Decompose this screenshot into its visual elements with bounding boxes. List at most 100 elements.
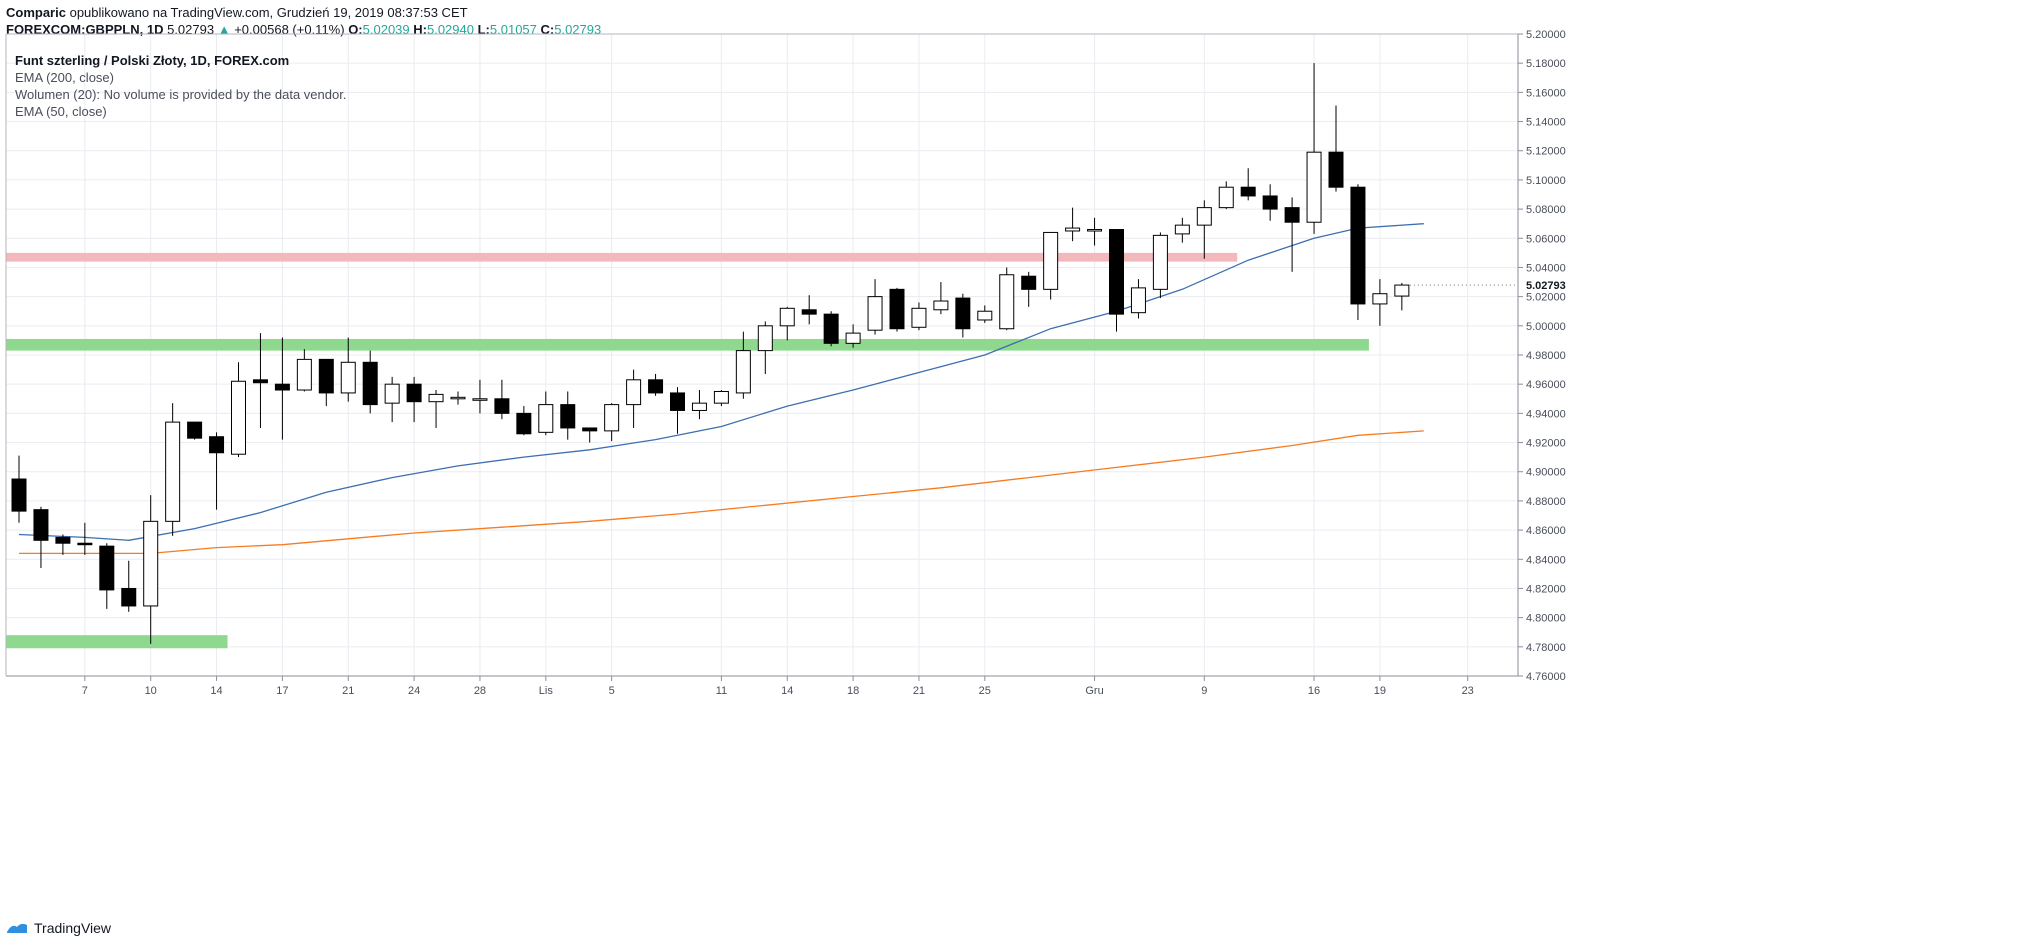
candle [340, 337, 356, 402]
y-tick-label: 5.20000 [1526, 29, 1566, 41]
candle-body [648, 379, 664, 394]
footer-brand[interactable]: TradingView [34, 920, 112, 936]
candle-body [801, 309, 817, 315]
candle-body [1065, 227, 1081, 232]
low-label: L: [477, 22, 490, 37]
y-tick-label: 5.10000 [1526, 175, 1566, 187]
up-arrow-icon: ▲ [217, 22, 231, 37]
ema200-line [19, 430, 1424, 555]
legend-volume[interactable]: Wolumen (20): No volume is provided by t… [15, 87, 347, 102]
candle [670, 387, 685, 434]
candle [1021, 271, 1037, 307]
candle [867, 279, 883, 335]
candle-body [143, 520, 159, 607]
x-tick-label: 24 [408, 685, 420, 697]
candle-body [889, 288, 905, 330]
candle [165, 403, 181, 536]
x-tick-label: Gru [1085, 685, 1103, 697]
low-value: 5.01057 [489, 22, 537, 37]
candle [999, 267, 1015, 331]
candle [1284, 197, 1300, 272]
candle [209, 432, 225, 510]
candle [187, 421, 203, 440]
y-tick-label: 4.96000 [1526, 379, 1566, 391]
candle-body [560, 404, 576, 429]
y-tick-label: 5.02000 [1526, 292, 1566, 304]
candle-body [1328, 151, 1344, 188]
symbol-label: FOREXCOM:GBPPLN, 1D [6, 22, 164, 37]
candle-body [11, 478, 27, 512]
candle-body [713, 390, 729, 404]
candle-body [1372, 293, 1388, 305]
candle-body [999, 274, 1015, 330]
candle-body [187, 421, 203, 439]
candle [582, 427, 598, 443]
candle [757, 321, 773, 374]
candle [274, 337, 290, 440]
candle [121, 560, 137, 612]
support-zone [6, 338, 1369, 351]
candle-body [494, 398, 510, 414]
candle [384, 376, 400, 423]
axes: 5.20000 5.18000 5.16000 5.14000 5.12000 5.100… [5, 29, 1566, 697]
y-tick-label: 5.00000 [1526, 321, 1566, 333]
x-tick-label: 25 [979, 685, 991, 697]
x-tick-label: 21 [342, 685, 354, 697]
candle [252, 333, 268, 428]
candle [99, 543, 115, 609]
y-tick-label: 4.84000 [1526, 554, 1566, 566]
candle [1240, 168, 1256, 201]
candle-body [472, 398, 488, 401]
candle [560, 391, 576, 440]
y-tick-label: 4.86000 [1526, 525, 1566, 537]
author-name: Comparic [6, 5, 66, 20]
candle [1262, 184, 1278, 221]
chart-header: Comparic opublikowano na TradingView.com… [6, 4, 601, 38]
candle-body [977, 310, 993, 321]
candle [1394, 282, 1410, 311]
y-tick-label: 5.04000 [1526, 262, 1566, 274]
high-value: 5.02940 [426, 22, 474, 37]
y-tick-label: 4.80000 [1526, 613, 1566, 625]
candle-body [1196, 207, 1212, 226]
candle-body [77, 542, 93, 546]
y-tick-label: 4.88000 [1526, 496, 1566, 508]
candle [691, 390, 707, 420]
legend-ema50[interactable]: EMA (50, close) [15, 104, 107, 119]
candle-body [845, 332, 861, 344]
candle-body [1240, 186, 1256, 197]
candle [911, 302, 927, 331]
candle [1350, 184, 1366, 320]
open-value: 5.02039 [362, 22, 410, 37]
price-change: +0.00568 (+0.11%) [234, 22, 345, 37]
candle [1306, 63, 1322, 234]
candle [845, 324, 861, 348]
candle [801, 295, 817, 325]
ohlc-line: FOREXCOM:GBPPLN, 1D 5.02793 ▲ +0.00568 (… [6, 21, 601, 38]
y-tick-label: 4.76000 [1526, 671, 1566, 683]
candle [823, 311, 839, 347]
candle-body [735, 350, 751, 394]
ema-lines [18, 223, 1424, 555]
candle-body [867, 296, 883, 331]
y-tick-label: 4.90000 [1526, 467, 1566, 479]
x-tick-label: 21 [913, 685, 925, 697]
x-tick-label: 16 [1308, 685, 1320, 697]
candle [977, 305, 993, 323]
candle [1372, 279, 1388, 326]
candle-body [362, 361, 378, 406]
candle [955, 293, 971, 338]
candle-body [538, 404, 554, 433]
candle-body [823, 313, 839, 344]
candle-body [165, 421, 181, 522]
candle-body [670, 392, 685, 411]
legend-ema200[interactable]: EMA (200, close) [15, 70, 114, 85]
candle [1152, 232, 1168, 299]
candle [713, 390, 729, 407]
candle-body [252, 379, 268, 384]
x-tick-label: 23 [1462, 685, 1474, 697]
close-value: 5.02793 [554, 22, 602, 37]
footer: TradingView [6, 920, 111, 936]
y-tick-label: 5.08000 [1526, 204, 1566, 216]
